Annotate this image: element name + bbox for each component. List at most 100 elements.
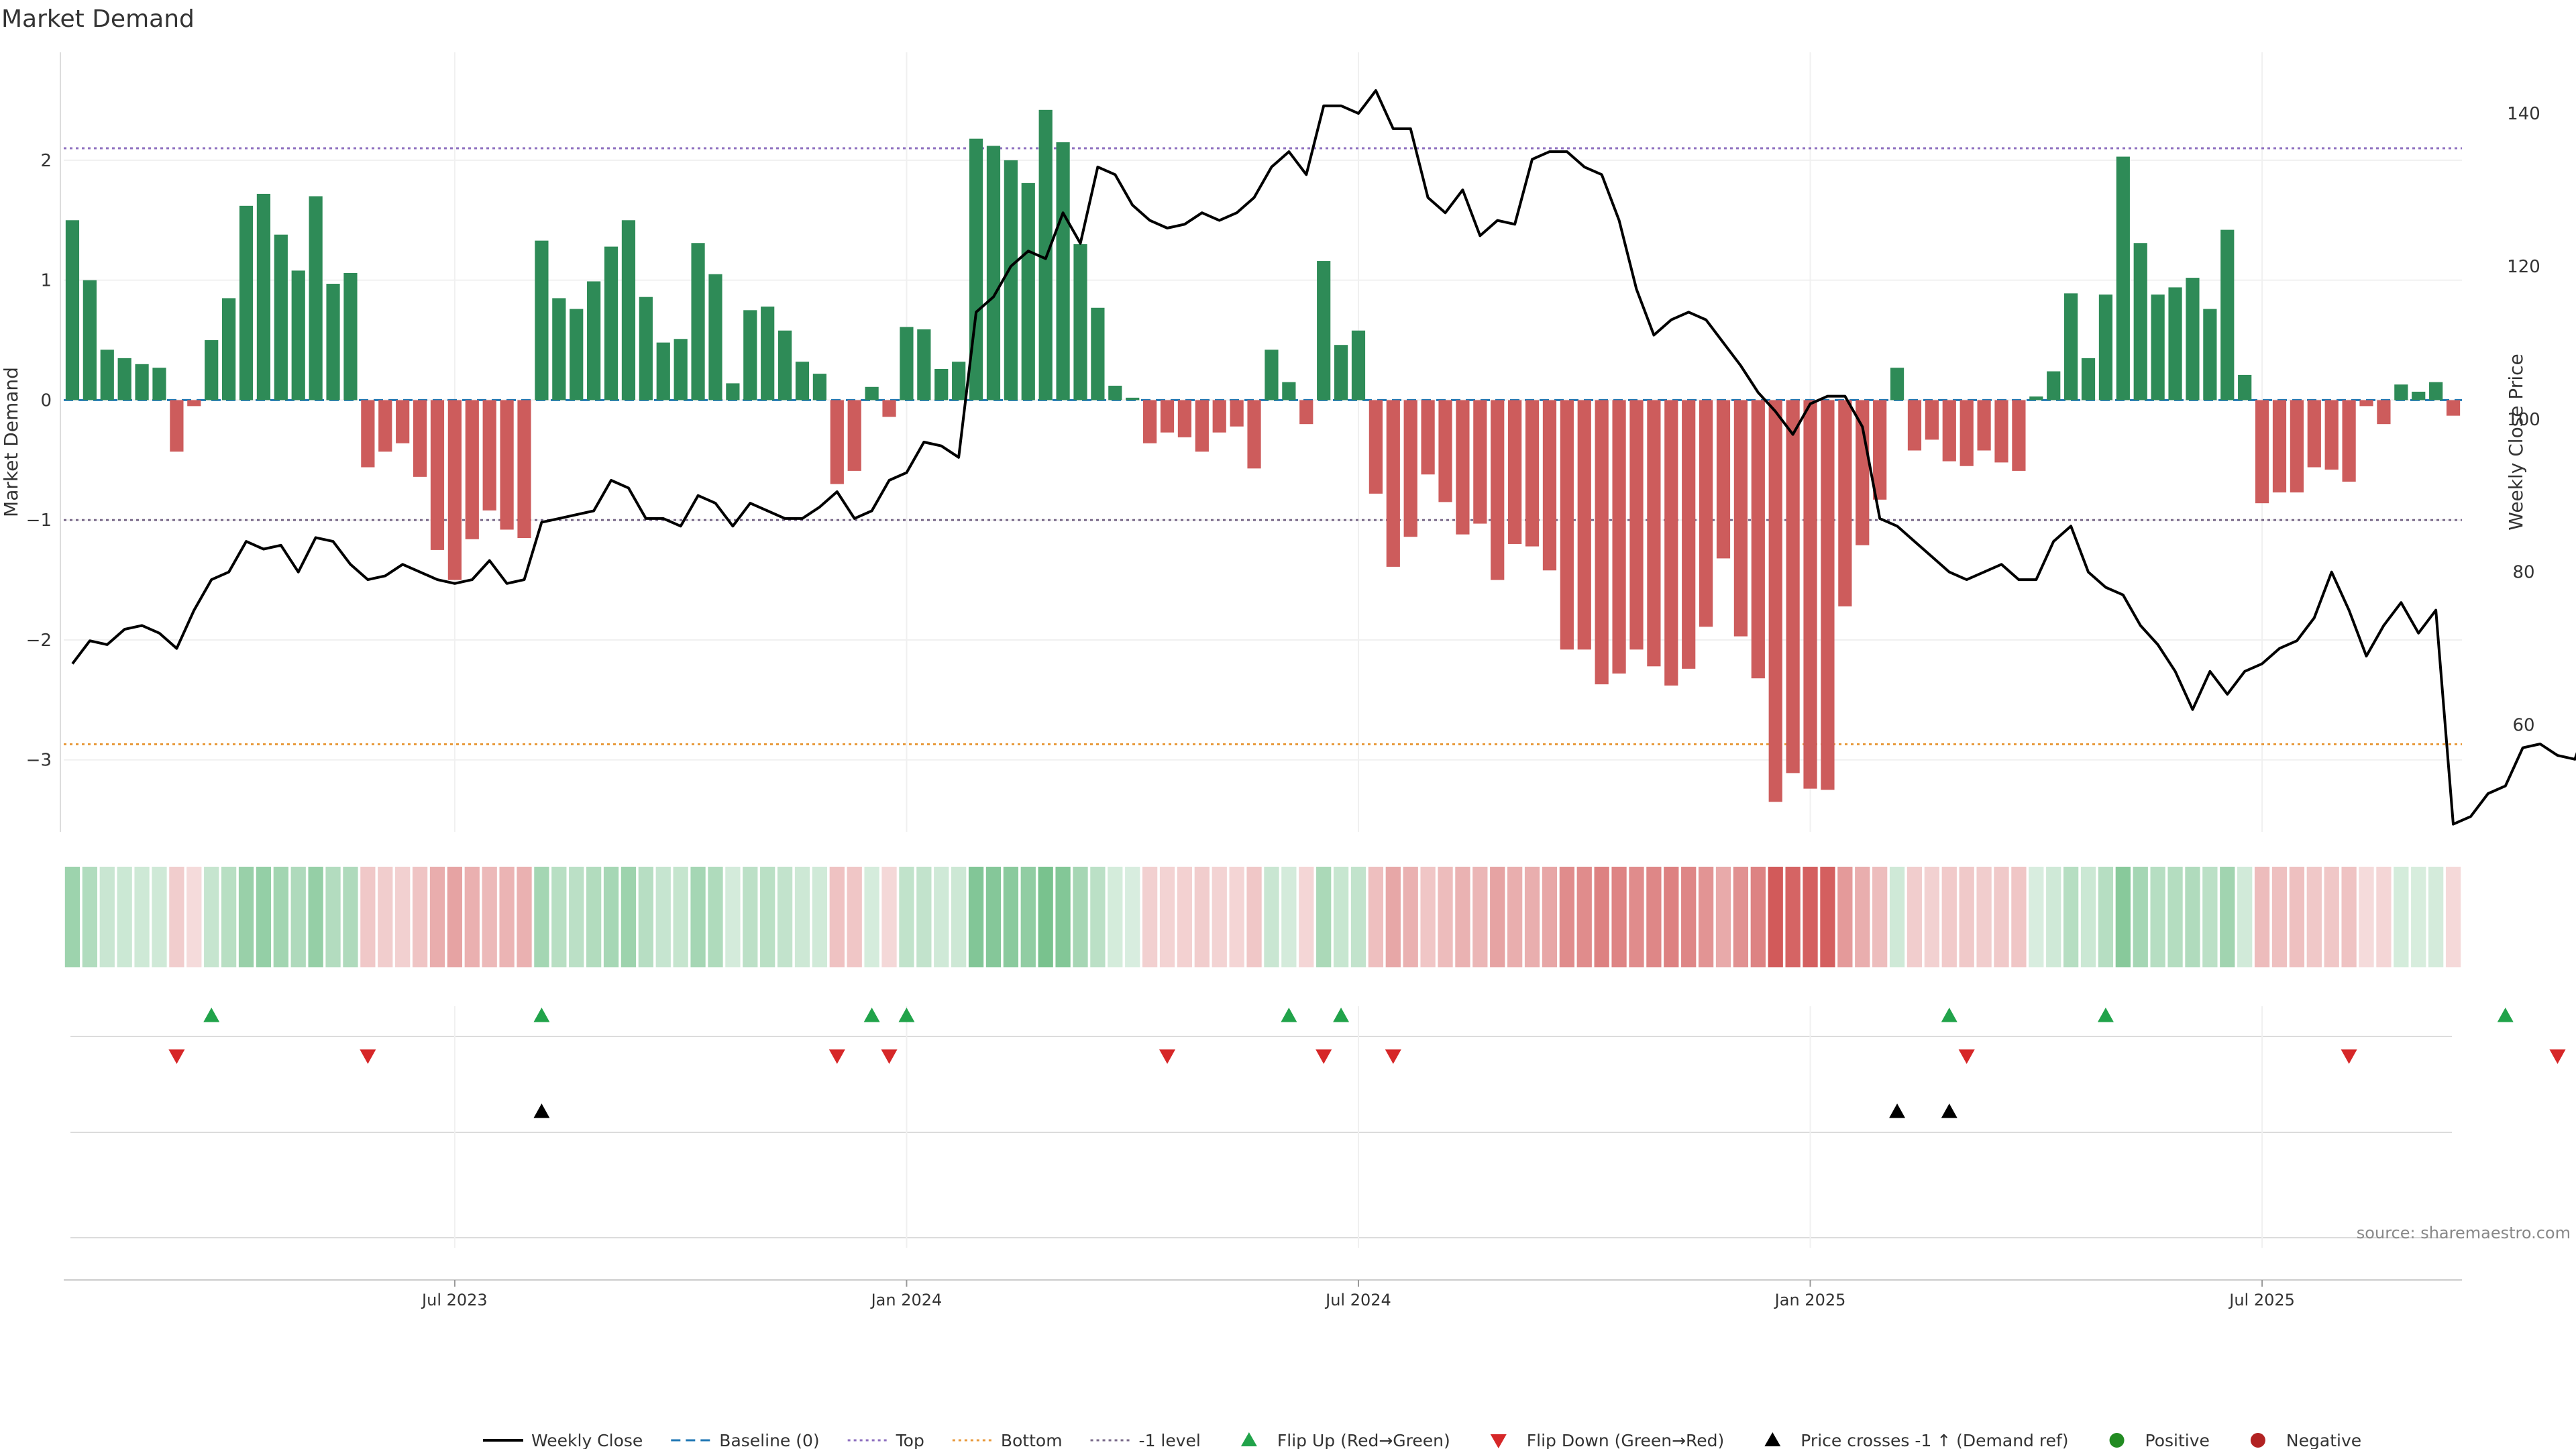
legend-item: Negative <box>2250 1431 2361 1449</box>
demand-bar <box>795 362 810 400</box>
demand-bar <box>2394 384 2408 400</box>
flip-up-marker <box>2497 1008 2514 1022</box>
demand-bar <box>847 400 861 471</box>
heat-cell <box>1229 867 1244 967</box>
heat-cell <box>708 867 723 967</box>
heat-cell <box>534 867 549 967</box>
heat-cell <box>638 867 653 967</box>
heat-cell <box>1142 867 1158 967</box>
demand-bar <box>1821 400 1835 790</box>
demand-bar <box>482 400 496 511</box>
demand-bar <box>1856 400 1870 545</box>
x-tick-label: Jan 2025 <box>1774 1291 1846 1309</box>
demand-bar <box>1595 400 1609 685</box>
demand-bar <box>726 383 740 400</box>
heat-cell <box>1438 867 1453 967</box>
flip-down-marker <box>2341 1049 2357 1064</box>
heat-cell <box>2254 867 2270 967</box>
heat-cell <box>899 867 914 967</box>
heat-cell <box>2359 867 2374 967</box>
heat-cell <box>847 867 862 967</box>
x-tick-label: Jan 2024 <box>870 1291 943 1309</box>
heat-cell <box>916 867 932 967</box>
axes: 2 1 0 −1 −2 −3 140 120 100 80 60 <box>26 52 2540 832</box>
heat-cell <box>673 867 688 967</box>
y-tick-label: 0 <box>40 390 52 411</box>
heat-cell <box>1472 867 1488 967</box>
demand-bar <box>326 284 340 400</box>
demand-bar <box>117 358 131 400</box>
heat-cell <box>1194 867 1210 967</box>
demand-bar <box>1368 400 1383 494</box>
heat-cell <box>134 867 150 967</box>
heat-cell <box>2376 867 2392 967</box>
heat-cell <box>2098 867 2114 967</box>
heat-cell <box>1594 867 1609 967</box>
demand-bar <box>1612 400 1626 674</box>
heat-cell <box>238 867 254 967</box>
demand-bar <box>691 243 705 400</box>
demand-bar <box>2151 294 2165 400</box>
heat-cell <box>2324 867 2339 967</box>
heat-cell <box>1090 867 1106 967</box>
heat-cell <box>1750 867 1766 967</box>
heat-cell <box>1038 867 1053 967</box>
demand-bar <box>1733 400 1748 637</box>
demand-bar <box>1212 400 1226 433</box>
heat-cell <box>829 867 845 967</box>
heat-cell <box>395 867 411 967</box>
demand-bar <box>2186 278 2200 400</box>
y-tick-label: −3 <box>26 751 52 771</box>
heat-cell <box>152 867 167 967</box>
demand-bar <box>1438 400 1452 502</box>
heat-cell <box>2133 867 2148 967</box>
heat-cell <box>1681 867 1697 967</box>
demand-bar <box>2359 400 2373 407</box>
demand-bar <box>1091 307 1105 400</box>
demand-bar <box>309 196 323 400</box>
heat-cell <box>378 867 393 967</box>
y-tick-label: 2 <box>40 151 52 171</box>
heat-cell <box>2220 867 2235 967</box>
heat-cell <box>2237 867 2253 967</box>
x-tick-label: Jul 2024 <box>1324 1291 1391 1309</box>
demand-bar <box>865 386 879 400</box>
demand-bar <box>1334 345 1348 400</box>
heat-cell <box>1455 867 1470 967</box>
demand-bar <box>1786 400 1800 773</box>
demand-bar <box>761 306 775 400</box>
heat-cell <box>204 867 219 967</box>
demand-bar <box>1560 400 1574 650</box>
demand-bar <box>1716 400 1731 559</box>
flip-down-marker <box>168 1049 185 1064</box>
heat-cell <box>517 867 532 967</box>
legend-item: -1 level <box>1090 1431 1201 1449</box>
heat-cell <box>1907 867 1923 967</box>
weekly-close-series <box>71 89 2576 826</box>
price-cross-marker <box>1889 1104 1906 1118</box>
heat-cell <box>1924 867 1940 967</box>
demand-bar <box>1108 385 1122 400</box>
heat-cell <box>2271 867 2288 967</box>
heat-cell <box>1785 867 1801 967</box>
heat-cell <box>621 867 637 967</box>
heat-cell <box>1368 867 1384 967</box>
heat-cell <box>1281 867 1297 967</box>
demand-bar <box>1143 400 1157 443</box>
demand-bar <box>361 400 375 468</box>
flip-down-marker <box>1159 1049 1176 1064</box>
legend-item: Top <box>847 1431 924 1449</box>
y2-axis-label: Weekly Close Price <box>2505 354 2527 530</box>
demand-bar <box>1403 400 1417 537</box>
heat-cell <box>2046 867 2061 967</box>
demand-bar <box>743 310 757 400</box>
heat-cell <box>934 867 949 967</box>
heat-cell <box>2202 867 2218 967</box>
heat-cell <box>794 867 810 967</box>
heat-cell <box>447 867 463 967</box>
heat-cell <box>1889 867 1905 967</box>
heat-cell <box>2029 867 2044 967</box>
y-axis-label: Market Demand <box>0 367 22 517</box>
demand-bar <box>1491 400 1505 580</box>
heat-cell <box>760 867 775 967</box>
